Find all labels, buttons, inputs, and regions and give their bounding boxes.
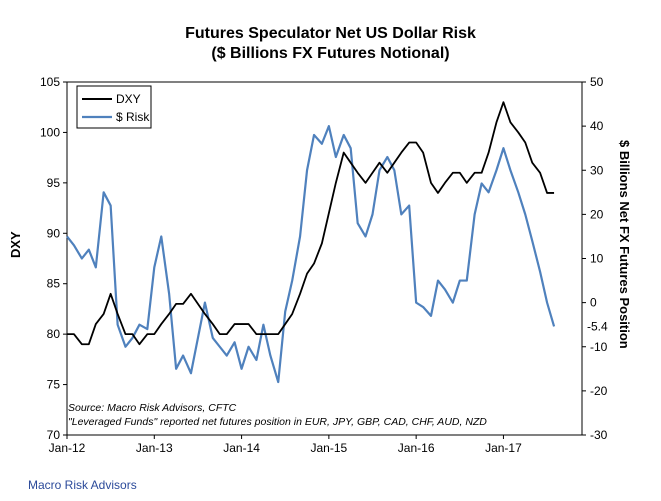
y-left-tick-label: 70 — [47, 428, 61, 442]
risk-series-line — [66, 125, 556, 384]
footer-credit: Macro Risk Advisors — [28, 478, 137, 492]
chart-title: Futures Speculator Net US Dollar Risk — [185, 25, 476, 42]
y-right-tick-label: -20 — [590, 384, 608, 398]
y-left-tick-label: 80 — [47, 327, 61, 341]
x-tick-label: Jan-14 — [223, 441, 260, 455]
y-right-tick-label: -10 — [590, 340, 608, 354]
x-tick-label: Jan-12 — [49, 441, 86, 455]
y-right-tick-label: 50 — [590, 75, 604, 89]
legend-label-dxy: DXY — [116, 92, 141, 106]
source-note: Source: Macro Risk Advisors, CFTC — [68, 402, 237, 414]
y-right-tick-label: 20 — [590, 207, 604, 221]
source-description: "Leveraged Funds" reported net futures p… — [68, 416, 487, 428]
legend-box — [76, 85, 152, 129]
y-left-tick-label: 105 — [40, 75, 60, 89]
last-value-annotation: -5.4 — [587, 319, 608, 333]
y-right-tick-label: 40 — [590, 119, 604, 133]
y-left-tick-label: 100 — [40, 125, 60, 139]
legend-label-risk: $ Risk — [116, 110, 150, 124]
y-left-tick-label: 90 — [47, 226, 61, 240]
y-right-tick-label: 0 — [590, 296, 597, 310]
x-tick-label: Jan-17 — [485, 441, 522, 455]
y-left-tick-label: 95 — [47, 176, 61, 190]
x-tick-label: Jan-15 — [311, 441, 348, 455]
y-right-tick-label: -30 — [590, 428, 608, 442]
x-tick-label: Jan-16 — [398, 441, 435, 455]
y-left-tick-label: 85 — [47, 277, 61, 291]
x-tick-label: Jan-13 — [136, 441, 173, 455]
dxy-series-line — [67, 101, 555, 346]
chart-subtitle: ($ Billions FX Futures Notional) — [211, 45, 450, 62]
y-left-tick-label: 75 — [47, 378, 61, 392]
y-right-tick-label: 10 — [590, 252, 604, 266]
y-right-tick-label: 30 — [590, 163, 604, 177]
